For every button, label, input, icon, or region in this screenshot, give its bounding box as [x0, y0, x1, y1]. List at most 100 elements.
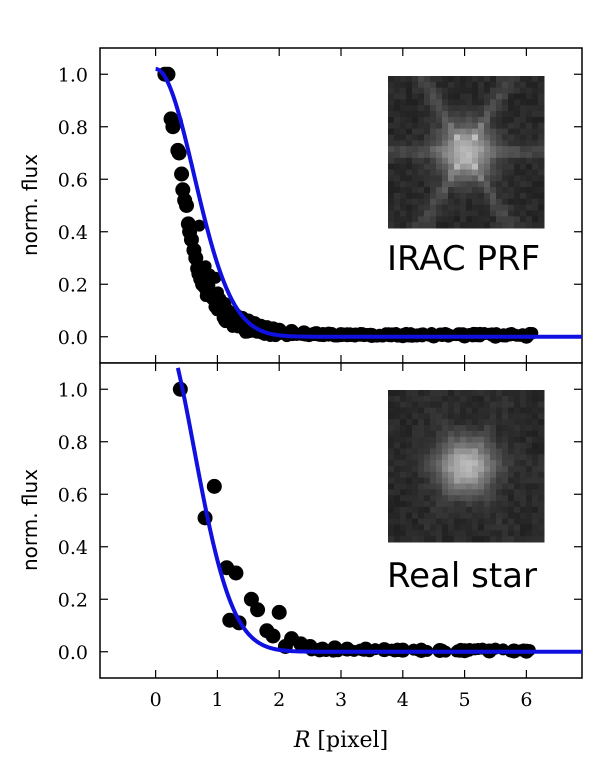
inset-pixel: [430, 199, 437, 205]
inset-pixel: [490, 460, 497, 466]
inset-pixel: [412, 413, 419, 419]
inset-pixel: [394, 390, 401, 396]
data-point: [218, 315, 230, 327]
inset-pixel: [472, 536, 479, 542]
inset-pixel: [394, 152, 401, 158]
inset-pixel: [478, 216, 485, 222]
inset-pixel: [520, 175, 527, 181]
inset-pixel: [424, 513, 431, 519]
inset-pixel: [460, 507, 467, 513]
inset-pixel: [502, 170, 509, 176]
inset-pixel: [490, 425, 497, 431]
ytick-label: 0.6: [58, 484, 88, 506]
inset-pixel: [454, 210, 461, 216]
inset-pixel: [400, 82, 407, 88]
inset-pixel: [418, 146, 425, 152]
inset-pixel: [406, 419, 413, 425]
inset-pixel: [406, 437, 413, 443]
inset-pixel: [454, 396, 461, 402]
inset-pixel: [526, 530, 533, 536]
inset-pixel: [388, 158, 395, 164]
inset-pixel: [424, 152, 431, 158]
inset-pixel: [442, 146, 449, 152]
inset-pixel: [496, 181, 503, 187]
data-point: [214, 293, 226, 305]
inset-pixel: [508, 495, 515, 501]
inset-pixel: [520, 495, 527, 501]
inset-pixel: [448, 425, 455, 431]
inset-pixel: [442, 129, 449, 135]
inset-pixel: [538, 117, 545, 123]
inset-pixel: [496, 437, 503, 443]
inset-pixel: [424, 425, 431, 431]
inset-pixel: [466, 472, 473, 478]
inset-pixel: [508, 408, 515, 414]
inset-pixel: [466, 187, 473, 193]
inset-pixel: [412, 88, 419, 94]
inset-pixel: [436, 99, 443, 105]
inset-pixel: [466, 205, 473, 211]
inset-pixel: [412, 181, 419, 187]
inset-pixel: [394, 454, 401, 460]
inset-pixel: [424, 181, 431, 187]
inset-pixel: [388, 425, 395, 431]
inset-pixel: [442, 216, 449, 222]
inset-pixel: [442, 158, 449, 164]
inset-pixel: [508, 82, 515, 88]
inset-pixel: [520, 513, 527, 519]
inset-pixel: [406, 199, 413, 205]
inset-pixel: [478, 187, 485, 193]
inset-pixel: [424, 222, 431, 228]
inset-pixel: [418, 205, 425, 211]
inset-pixel: [508, 117, 515, 123]
inset-pixel: [526, 443, 533, 449]
inset-pixel: [496, 478, 503, 484]
inset-pixel: [400, 193, 407, 199]
inset-pixel: [490, 222, 497, 228]
inset-pixel: [412, 216, 419, 222]
inset-pixel: [520, 507, 527, 513]
inset-pixel: [538, 437, 545, 443]
inset-pixel: [466, 193, 473, 199]
inset-pixel: [454, 105, 461, 111]
inset-pixel: [442, 390, 449, 396]
inset-pixel: [526, 495, 533, 501]
inset-pixel: [466, 158, 473, 164]
inset-pixel: [406, 484, 413, 490]
inset-pixel: [478, 419, 485, 425]
inset-pixel: [424, 419, 431, 425]
inset-pixel: [460, 175, 467, 181]
inset-pixel: [400, 175, 407, 181]
inset-pixel: [418, 443, 425, 449]
inset-pixel: [496, 530, 503, 536]
inset-pixel: [484, 530, 491, 536]
inset-pixel: [394, 164, 401, 170]
inset-pixel: [406, 501, 413, 507]
inset-pixel: [412, 454, 419, 460]
inset-pixel: [424, 146, 431, 152]
inset-pixel: [436, 216, 443, 222]
inset-pixel: [448, 513, 455, 519]
inset-pixel: [490, 408, 497, 414]
inset-pixel: [472, 216, 479, 222]
inset-pixel: [490, 216, 497, 222]
inset-pixel: [532, 170, 539, 176]
inset-pixel: [526, 76, 533, 82]
inset-pixel: [532, 495, 539, 501]
inset-pixel: [484, 129, 491, 135]
inset-pixel: [388, 193, 395, 199]
inset-pixel: [436, 210, 443, 216]
inset-pixel: [466, 390, 473, 396]
inset-pixel: [400, 146, 407, 152]
inset-pixel: [472, 170, 479, 176]
inset-pixel: [406, 413, 413, 419]
inset-pixel: [484, 466, 491, 472]
inset-pixel: [490, 193, 497, 199]
inset-pixel: [424, 134, 431, 140]
inset-pixel: [472, 111, 479, 117]
inset-pixel: [508, 129, 515, 135]
inset-pixel: [502, 146, 509, 152]
inset-pixel: [436, 443, 443, 449]
inset-pixel: [526, 117, 533, 123]
inset-pixel: [532, 489, 539, 495]
